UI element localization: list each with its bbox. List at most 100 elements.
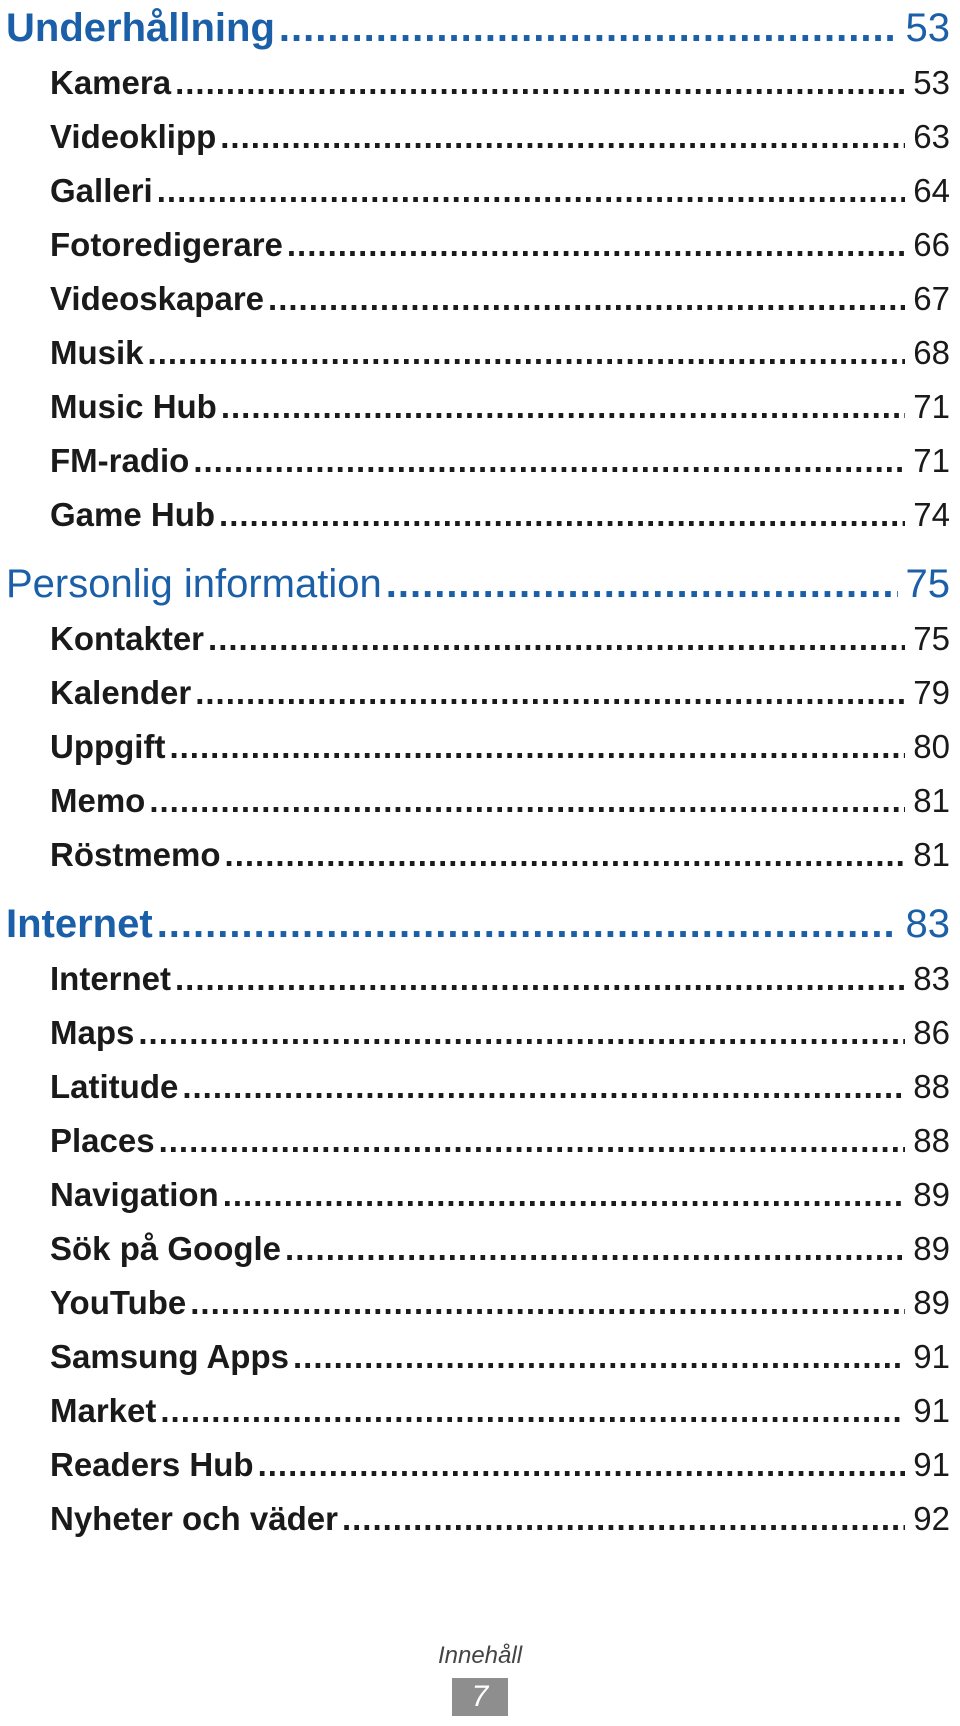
entry-title: Kamera bbox=[50, 64, 172, 101]
dot-leader bbox=[175, 56, 905, 110]
dot-leader bbox=[225, 828, 906, 882]
entry-page-number: 89 bbox=[913, 1176, 950, 1213]
toc-entry[interactable]: Sök på Google 89 bbox=[0, 1222, 960, 1276]
entry-page-number: 71 bbox=[913, 442, 950, 479]
dot-leader bbox=[342, 1492, 905, 1546]
entry-title: Internet bbox=[50, 960, 172, 997]
dot-leader bbox=[193, 434, 905, 488]
toc-entry[interactable]: Nyheter och väder 92 bbox=[0, 1492, 960, 1546]
entry-page-number: 81 bbox=[913, 782, 950, 819]
dot-leader bbox=[169, 720, 905, 774]
dot-leader bbox=[175, 952, 905, 1006]
page-number-badge: 7 bbox=[452, 1678, 508, 1716]
dot-leader bbox=[279, 0, 898, 56]
toc-section: Underhållning 53 Kamera 53 Videoklipp 63 Galle… bbox=[0, 0, 960, 542]
entry-page-number: 92 bbox=[913, 1500, 950, 1537]
toc-entry[interactable]: Navigation 89 bbox=[0, 1168, 960, 1222]
entry-page-number: 68 bbox=[913, 334, 950, 371]
toc-entry[interactable]: Readers Hub 91 bbox=[0, 1438, 960, 1492]
toc-entry[interactable]: Maps 86 bbox=[0, 1006, 960, 1060]
dot-leader bbox=[149, 774, 905, 828]
entry-title: FM-radio bbox=[50, 442, 190, 479]
entry-page-number: 91 bbox=[913, 1338, 950, 1375]
toc-entry[interactable]: Memo 81 bbox=[0, 774, 960, 828]
entry-title: Fotoredigerare bbox=[50, 226, 283, 263]
toc-entry[interactable]: Internet 83 bbox=[0, 952, 960, 1006]
section-title: Underhållning bbox=[6, 6, 275, 50]
section-page-number: 83 bbox=[905, 902, 951, 946]
entry-page-number: 63 bbox=[913, 118, 950, 155]
toc-section-heading[interactable]: Internet 83 bbox=[0, 896, 960, 952]
toc-entry[interactable]: FM-radio 71 bbox=[0, 434, 960, 488]
toc-entry[interactable]: Galleri 64 bbox=[0, 164, 960, 218]
dot-leader bbox=[268, 272, 905, 326]
entry-page-number: 80 bbox=[913, 728, 950, 765]
dot-leader bbox=[287, 218, 905, 272]
entry-page-number: 83 bbox=[913, 960, 950, 997]
entry-title: Places bbox=[50, 1122, 155, 1159]
dot-leader bbox=[182, 1060, 905, 1114]
toc-entry[interactable]: Music Hub 71 bbox=[0, 380, 960, 434]
dot-leader bbox=[138, 1006, 905, 1060]
toc-entry[interactable]: Fotoredigerare 66 bbox=[0, 218, 960, 272]
section-title: Personlig information bbox=[6, 562, 382, 606]
toc-entry[interactable]: Videoskapare 67 bbox=[0, 272, 960, 326]
entry-page-number: 86 bbox=[913, 1014, 950, 1051]
entry-title: Galleri bbox=[50, 172, 153, 209]
entry-title: Maps bbox=[50, 1014, 135, 1051]
toc-entry[interactable]: Kamera 53 bbox=[0, 56, 960, 110]
dot-leader bbox=[258, 1438, 906, 1492]
entry-page-number: 91 bbox=[913, 1392, 950, 1429]
entry-page-number: 81 bbox=[913, 836, 950, 873]
entry-title: Kalender bbox=[50, 674, 192, 711]
toc-entry[interactable]: Kontakter 75 bbox=[0, 612, 960, 666]
entry-title: Uppgift bbox=[50, 728, 166, 765]
entry-page-number: 64 bbox=[913, 172, 950, 209]
toc-entry[interactable]: Videoklipp 63 bbox=[0, 110, 960, 164]
entry-page-number: 74 bbox=[913, 496, 950, 533]
entry-page-number: 66 bbox=[913, 226, 950, 263]
entry-page-number: 67 bbox=[913, 280, 950, 317]
entry-title: Music Hub bbox=[50, 388, 217, 425]
dot-leader bbox=[190, 1276, 905, 1330]
toc-entry[interactable]: Röstmemo 81 bbox=[0, 828, 960, 882]
dot-leader bbox=[219, 488, 905, 542]
toc-section-heading[interactable]: Underhållning 53 bbox=[0, 0, 960, 56]
dot-leader bbox=[195, 666, 905, 720]
toc-section-heading[interactable]: Personlig information 75 bbox=[0, 556, 960, 612]
entry-title: YouTube bbox=[50, 1284, 187, 1321]
toc-entry[interactable]: Game Hub 74 bbox=[0, 488, 960, 542]
toc-entry[interactable]: Musik 68 bbox=[0, 326, 960, 380]
toc-entry[interactable]: Uppgift 80 bbox=[0, 720, 960, 774]
dot-leader bbox=[148, 326, 906, 380]
entry-title: Readers Hub bbox=[50, 1446, 254, 1483]
toc-section: Personlig information 75 Kontakter 75 Kalend… bbox=[0, 556, 960, 882]
toc-entry[interactable]: Latitude 88 bbox=[0, 1060, 960, 1114]
dot-leader bbox=[220, 110, 905, 164]
toc-entry[interactable]: Places 88 bbox=[0, 1114, 960, 1168]
dot-leader bbox=[208, 612, 905, 666]
section-page-number: 53 bbox=[905, 6, 951, 50]
entry-title: Sök på Google bbox=[50, 1230, 282, 1267]
dot-leader bbox=[160, 1384, 905, 1438]
entry-title: Market bbox=[50, 1392, 157, 1429]
section-title: Internet bbox=[6, 902, 153, 946]
entry-page-number: 88 bbox=[913, 1068, 950, 1105]
dot-leader bbox=[285, 1222, 905, 1276]
toc-entry[interactable]: Market 91 bbox=[0, 1384, 960, 1438]
entry-title: Samsung Apps bbox=[50, 1338, 289, 1375]
entry-title: Röstmemo bbox=[50, 836, 221, 873]
entry-page-number: 89 bbox=[913, 1230, 950, 1267]
entry-page-number: 53 bbox=[913, 64, 950, 101]
entry-title: Musik bbox=[50, 334, 144, 371]
entry-page-number: 75 bbox=[913, 620, 950, 657]
dot-leader bbox=[293, 1330, 905, 1384]
section-page-number: 75 bbox=[905, 562, 951, 606]
footer-label: Innehåll bbox=[437, 1642, 523, 1669]
page-footer: Innehåll 7 bbox=[0, 1640, 960, 1716]
entry-title: Kontakter bbox=[50, 620, 205, 657]
toc-entry[interactable]: Kalender 79 bbox=[0, 666, 960, 720]
toc-entry[interactable]: Samsung Apps 91 bbox=[0, 1330, 960, 1384]
table-of-contents: Underhållning 53 Kamera 53 Videoklipp 63 Galle… bbox=[0, 0, 960, 1546]
toc-entry[interactable]: YouTube 89 bbox=[0, 1276, 960, 1330]
